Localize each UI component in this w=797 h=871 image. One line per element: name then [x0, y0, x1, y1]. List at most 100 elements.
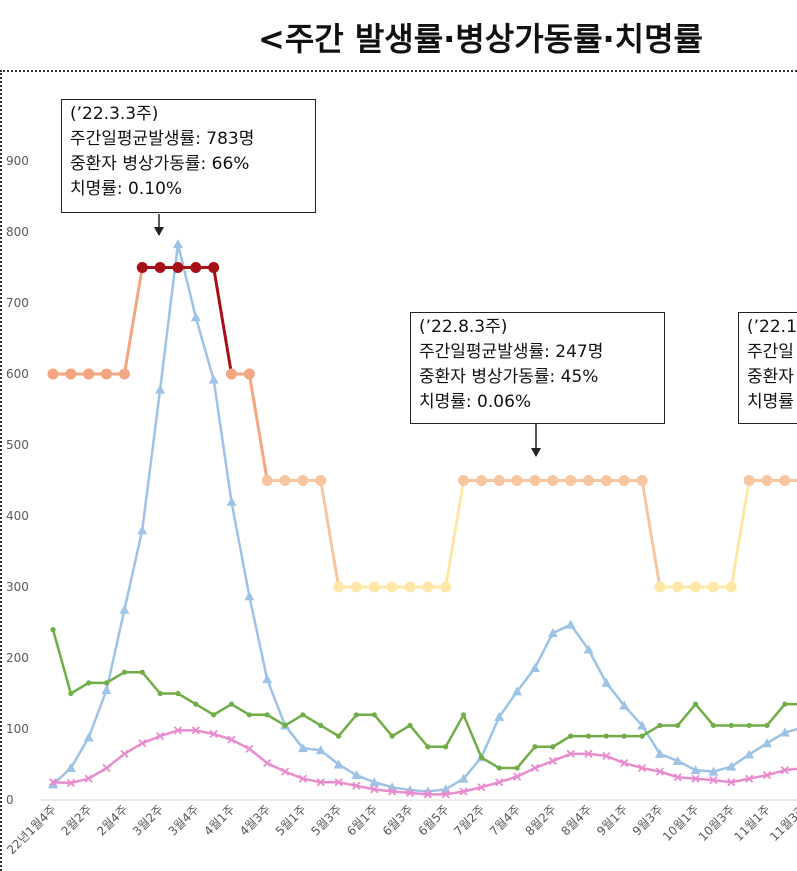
callout-line: 중환자 — [747, 367, 794, 387]
x-tick-label: 7월4주 — [487, 802, 523, 838]
data-point — [172, 262, 184, 273]
data-point — [565, 619, 576, 629]
data-point — [727, 778, 736, 787]
series-line-segment — [390, 724, 412, 738]
series-line-segment — [408, 724, 430, 748]
data-point — [583, 644, 594, 654]
series-line-segment — [194, 315, 215, 381]
series-line-segment — [105, 608, 126, 692]
series-line-segment — [141, 670, 162, 695]
data-point — [746, 722, 752, 729]
series-line-segment — [355, 784, 376, 791]
data-point — [371, 712, 377, 718]
data-point — [244, 591, 255, 601]
data-point — [119, 604, 130, 614]
series-line-segment — [230, 738, 251, 751]
data-point — [190, 262, 202, 273]
data-point — [511, 475, 523, 486]
x-tick-label: 9월1주 — [594, 802, 630, 838]
x-tick-label: 7월2주 — [451, 802, 487, 838]
data-point — [600, 475, 612, 486]
data-point — [619, 700, 630, 710]
data-point — [654, 748, 665, 758]
data-point — [743, 475, 755, 486]
data-point — [423, 790, 432, 799]
series-line-segment — [122, 266, 144, 376]
series-line-segment — [265, 761, 287, 773]
data-point — [120, 749, 129, 758]
series-line-segment — [265, 713, 287, 727]
callout-line: 치명률: 0.06% — [419, 392, 532, 412]
data-point — [601, 677, 612, 687]
data-point — [336, 733, 342, 739]
callout-line: 치명률: 0.10% — [70, 179, 183, 199]
x-tick-label: 5월1주 — [273, 802, 309, 838]
data-point — [102, 763, 111, 773]
series-line-segment — [444, 479, 466, 589]
series-line-segment — [123, 528, 144, 611]
series-line-segment — [587, 648, 608, 685]
series-group — [47, 239, 797, 799]
x-axis: 22년1월4주 2월2주 2월4주 3월2주 3월4주 4월1주 4월3주 5월1주 5월3주 6… — [4, 802, 797, 857]
series-line-segment — [265, 678, 287, 727]
data-point — [672, 581, 684, 593]
data-point — [351, 770, 362, 780]
data-point — [475, 475, 487, 486]
data-point — [157, 690, 163, 697]
y-tick-label: 200 — [6, 651, 29, 665]
series-line-segment — [480, 781, 501, 789]
data-point — [779, 475, 791, 486]
x-tick-label: 10월1주 — [660, 802, 702, 844]
x-tick-label: 11월1주 — [731, 802, 773, 844]
series-line-segment — [551, 752, 572, 763]
series-line-segment — [230, 702, 251, 717]
data-point — [137, 525, 148, 535]
data-point — [458, 475, 470, 486]
series-line-segment — [176, 692, 198, 706]
x-tick-label: 8월4주 — [558, 802, 594, 838]
data-point — [297, 475, 309, 486]
data-point — [675, 722, 681, 729]
data-point — [425, 744, 431, 750]
data-point — [654, 581, 666, 593]
data-point — [83, 732, 94, 742]
data-point — [585, 733, 592, 739]
data-point — [690, 765, 701, 775]
series-line-segment — [301, 713, 322, 727]
data-point — [636, 475, 648, 486]
series-line-segment — [301, 746, 322, 752]
series-line-segment — [319, 479, 341, 589]
data-point — [318, 722, 324, 729]
data-point — [154, 262, 166, 273]
data-point — [282, 722, 288, 729]
series-line-segment — [658, 770, 679, 779]
data-point — [65, 368, 77, 380]
data-point — [103, 680, 110, 686]
data-point — [101, 368, 113, 380]
data-point — [495, 778, 504, 787]
data-point — [440, 581, 452, 593]
data-point — [48, 779, 58, 789]
data-point — [279, 475, 291, 486]
series-line-segment — [141, 388, 162, 532]
data-point — [764, 722, 770, 729]
y-tick-label: 400 — [6, 509, 29, 523]
callout-line: 중환자 병상가동률: 66% — [70, 154, 250, 174]
data-point — [118, 368, 130, 380]
data-point — [138, 739, 147, 748]
data-point — [708, 766, 719, 776]
data-point — [728, 722, 734, 729]
data-point — [477, 783, 486, 792]
series-line-segment — [747, 773, 769, 780]
series-line-segment — [694, 768, 715, 773]
series-line-segment — [176, 242, 198, 319]
data-point — [208, 374, 219, 384]
x-tick-label: 11월3주 — [767, 802, 797, 844]
data-point — [101, 684, 112, 694]
series-line-segment — [533, 631, 555, 670]
callout-line: (’22.8.3주) — [419, 317, 508, 337]
data-point — [780, 766, 789, 775]
series-line-segment — [319, 724, 340, 738]
data-point — [547, 628, 558, 638]
callout-line: 주간일 — [747, 342, 794, 362]
